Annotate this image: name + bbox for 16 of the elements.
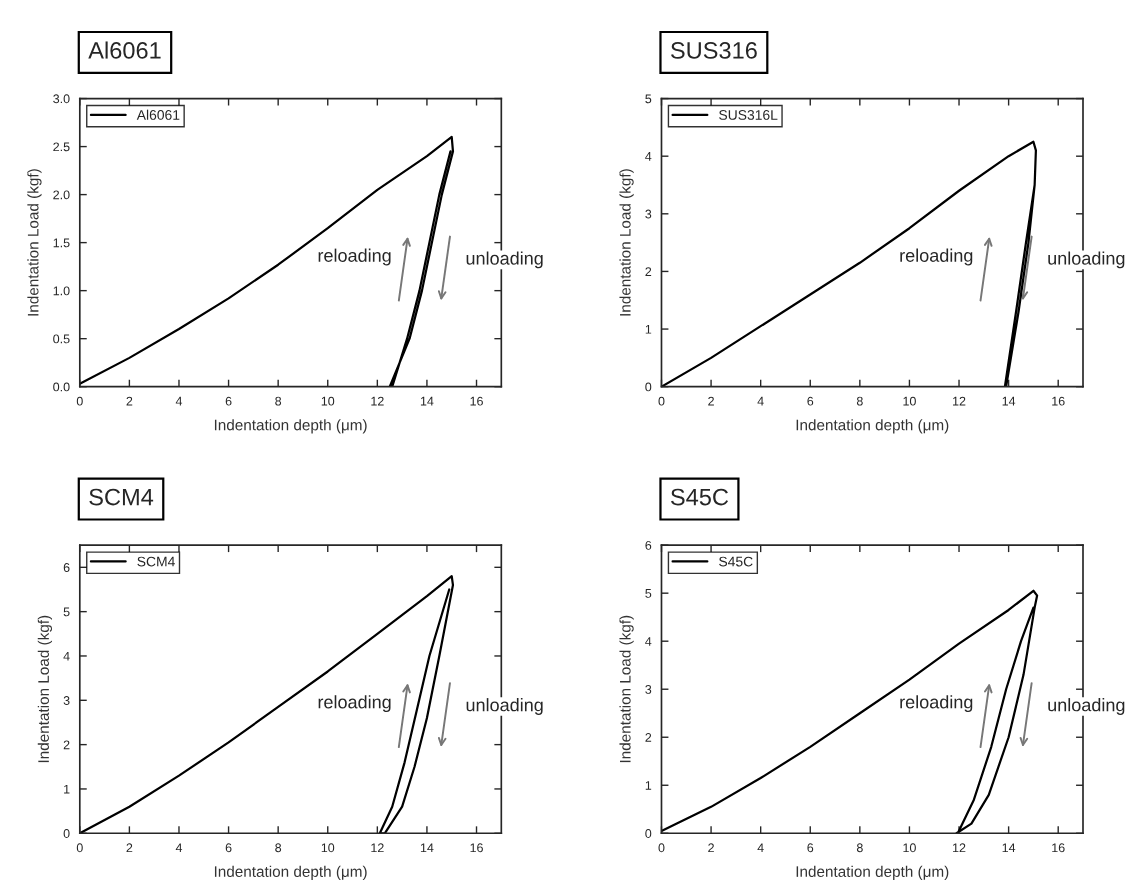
chart-title: SUS316 (670, 42, 757, 59)
annotation: unloading (1048, 251, 1125, 269)
annotation: reloading (900, 248, 973, 266)
chart-title: SCM4 (89, 488, 154, 506)
chart-title: Al6061 (88, 41, 161, 59)
annotation: unloading (466, 698, 543, 715)
annotation: reloading (900, 695, 973, 713)
annotation: reloading (318, 695, 391, 713)
line-series (79, 575, 455, 834)
annotation: unloading (1048, 698, 1125, 715)
annotation: reloading (318, 248, 391, 266)
chart-title: S45C (670, 488, 729, 506)
line-series (661, 589, 1039, 834)
line-series (661, 140, 1037, 387)
line-series (79, 135, 455, 387)
annotation: unloading (466, 251, 543, 269)
